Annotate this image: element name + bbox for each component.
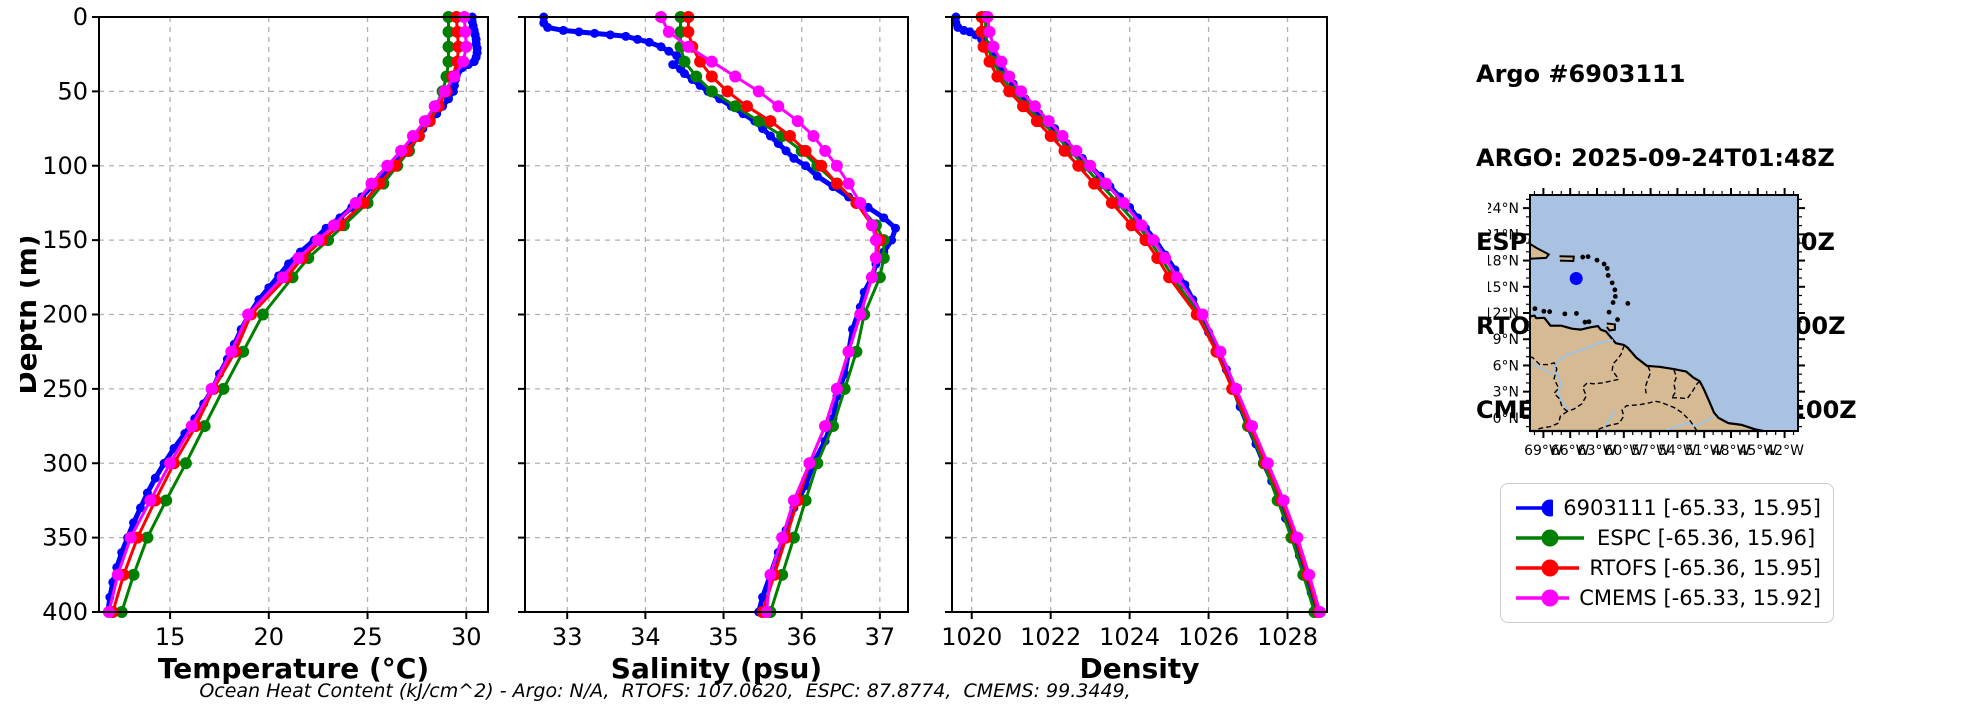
legend-item: 6903111 [-65.33, 15.95] <box>1513 493 1821 523</box>
svg-text:42°W: 42°W <box>1765 443 1804 459</box>
legend-item-label: CMEMS [-65.33, 15.92] <box>1579 586 1821 610</box>
legend-item: ESPC [-65.36, 15.96] <box>1513 523 1821 553</box>
svg-text:350: 350 <box>42 524 88 552</box>
svg-text:45°W: 45°W <box>1738 443 1777 459</box>
legend-line-marker <box>1516 589 1570 607</box>
svg-text:Depth (m): Depth (m) <box>20 234 43 394</box>
svg-text:6°N: 6°N <box>1493 358 1519 374</box>
svg-text:37: 37 <box>865 623 896 651</box>
svg-text:15: 15 <box>155 623 186 651</box>
svg-text:9°N: 9°N <box>1493 332 1519 348</box>
float-position-marker <box>1569 271 1583 285</box>
svg-text:Temperature (°C): Temperature (°C) <box>158 652 429 685</box>
legend: 6903111 [-65.33, 15.95] ESPC [-65.36, 15.… <box>1500 483 1834 623</box>
svg-text:50: 50 <box>57 77 88 105</box>
svg-text:250: 250 <box>42 375 88 403</box>
svg-text:0°N: 0°N <box>1493 411 1519 427</box>
svg-text:35: 35 <box>708 623 739 651</box>
svg-text:3°N: 3°N <box>1493 385 1519 401</box>
svg-text:33: 33 <box>552 623 583 651</box>
legend-item-label: RTOFS [-65.36, 15.95] <box>1589 556 1821 580</box>
svg-text:60°W: 60°W <box>1604 443 1643 459</box>
legend-item: CMEMS [-65.33, 15.92] <box>1513 583 1821 613</box>
float-title: Argo #6903111 <box>1476 60 1686 88</box>
legend-item-label: ESPC [-65.36, 15.96] <box>1597 526 1816 550</box>
salinity-profile-chart: 33 34 35 36 37 Salinity (psu) <box>518 11 909 685</box>
svg-text:30: 30 <box>451 623 482 651</box>
svg-text:1026: 1026 <box>1178 623 1239 651</box>
temperature-profile-chart: 15 20 25 30050100150200250300350400Temperat… <box>20 3 489 685</box>
svg-text:51°W: 51°W <box>1685 443 1724 459</box>
svg-text:57°W: 57°W <box>1631 443 1670 459</box>
svg-text:63°W: 63°W <box>1578 443 1617 459</box>
svg-text:300: 300 <box>42 449 88 477</box>
location-map: 69°W66°W63°W60°W57°W54°W51°W48°W45°W42°W… <box>1488 188 1805 459</box>
svg-text:18°N: 18°N <box>1488 254 1519 270</box>
svg-text:400: 400 <box>42 598 88 626</box>
legend-item-label: 6903111 [-65.33, 15.95] <box>1563 496 1821 520</box>
svg-text:69°W: 69°W <box>1524 443 1563 459</box>
svg-text:48°W: 48°W <box>1712 443 1751 459</box>
svg-text:Density: Density <box>1079 652 1199 685</box>
svg-text:12°N: 12°N <box>1488 306 1519 322</box>
density-profile-chart: 1020 1022 1024 1026 1028 Density <box>941 11 1328 685</box>
svg-text:20: 20 <box>254 623 285 651</box>
legend-line-marker <box>1516 529 1584 547</box>
legend-line-marker <box>1516 499 1554 517</box>
svg-text:150: 150 <box>42 226 88 254</box>
svg-text:54°W: 54°W <box>1658 443 1697 459</box>
svg-text:36: 36 <box>786 623 817 651</box>
legend-line-marker <box>1516 559 1580 577</box>
svg-text:1022: 1022 <box>1020 623 1081 651</box>
svg-text:0: 0 <box>73 3 88 31</box>
svg-text:1024: 1024 <box>1099 623 1160 651</box>
svg-text:66°W: 66°W <box>1551 443 1590 459</box>
argo-timestamp: ARGO: 2025-09-24T01:48Z <box>1476 144 1835 172</box>
ocean-heat-content-note: Ocean Heat Content (kJ/cm^2) - Argo: N/A… <box>199 680 1131 702</box>
svg-text:15°N: 15°N <box>1488 280 1519 296</box>
svg-text:34: 34 <box>630 623 661 651</box>
svg-text:24°N: 24°N <box>1488 201 1519 217</box>
svg-text:200: 200 <box>42 301 88 329</box>
legend-item: RTOFS [-65.36, 15.95] <box>1513 553 1821 583</box>
svg-text:1028: 1028 <box>1257 623 1318 651</box>
svg-text:21°N: 21°N <box>1488 227 1519 243</box>
svg-text:100: 100 <box>42 152 88 180</box>
svg-text:25: 25 <box>352 623 383 651</box>
svg-text:1020: 1020 <box>941 623 1002 651</box>
svg-text:Salinity (psu): Salinity (psu) <box>611 652 822 685</box>
